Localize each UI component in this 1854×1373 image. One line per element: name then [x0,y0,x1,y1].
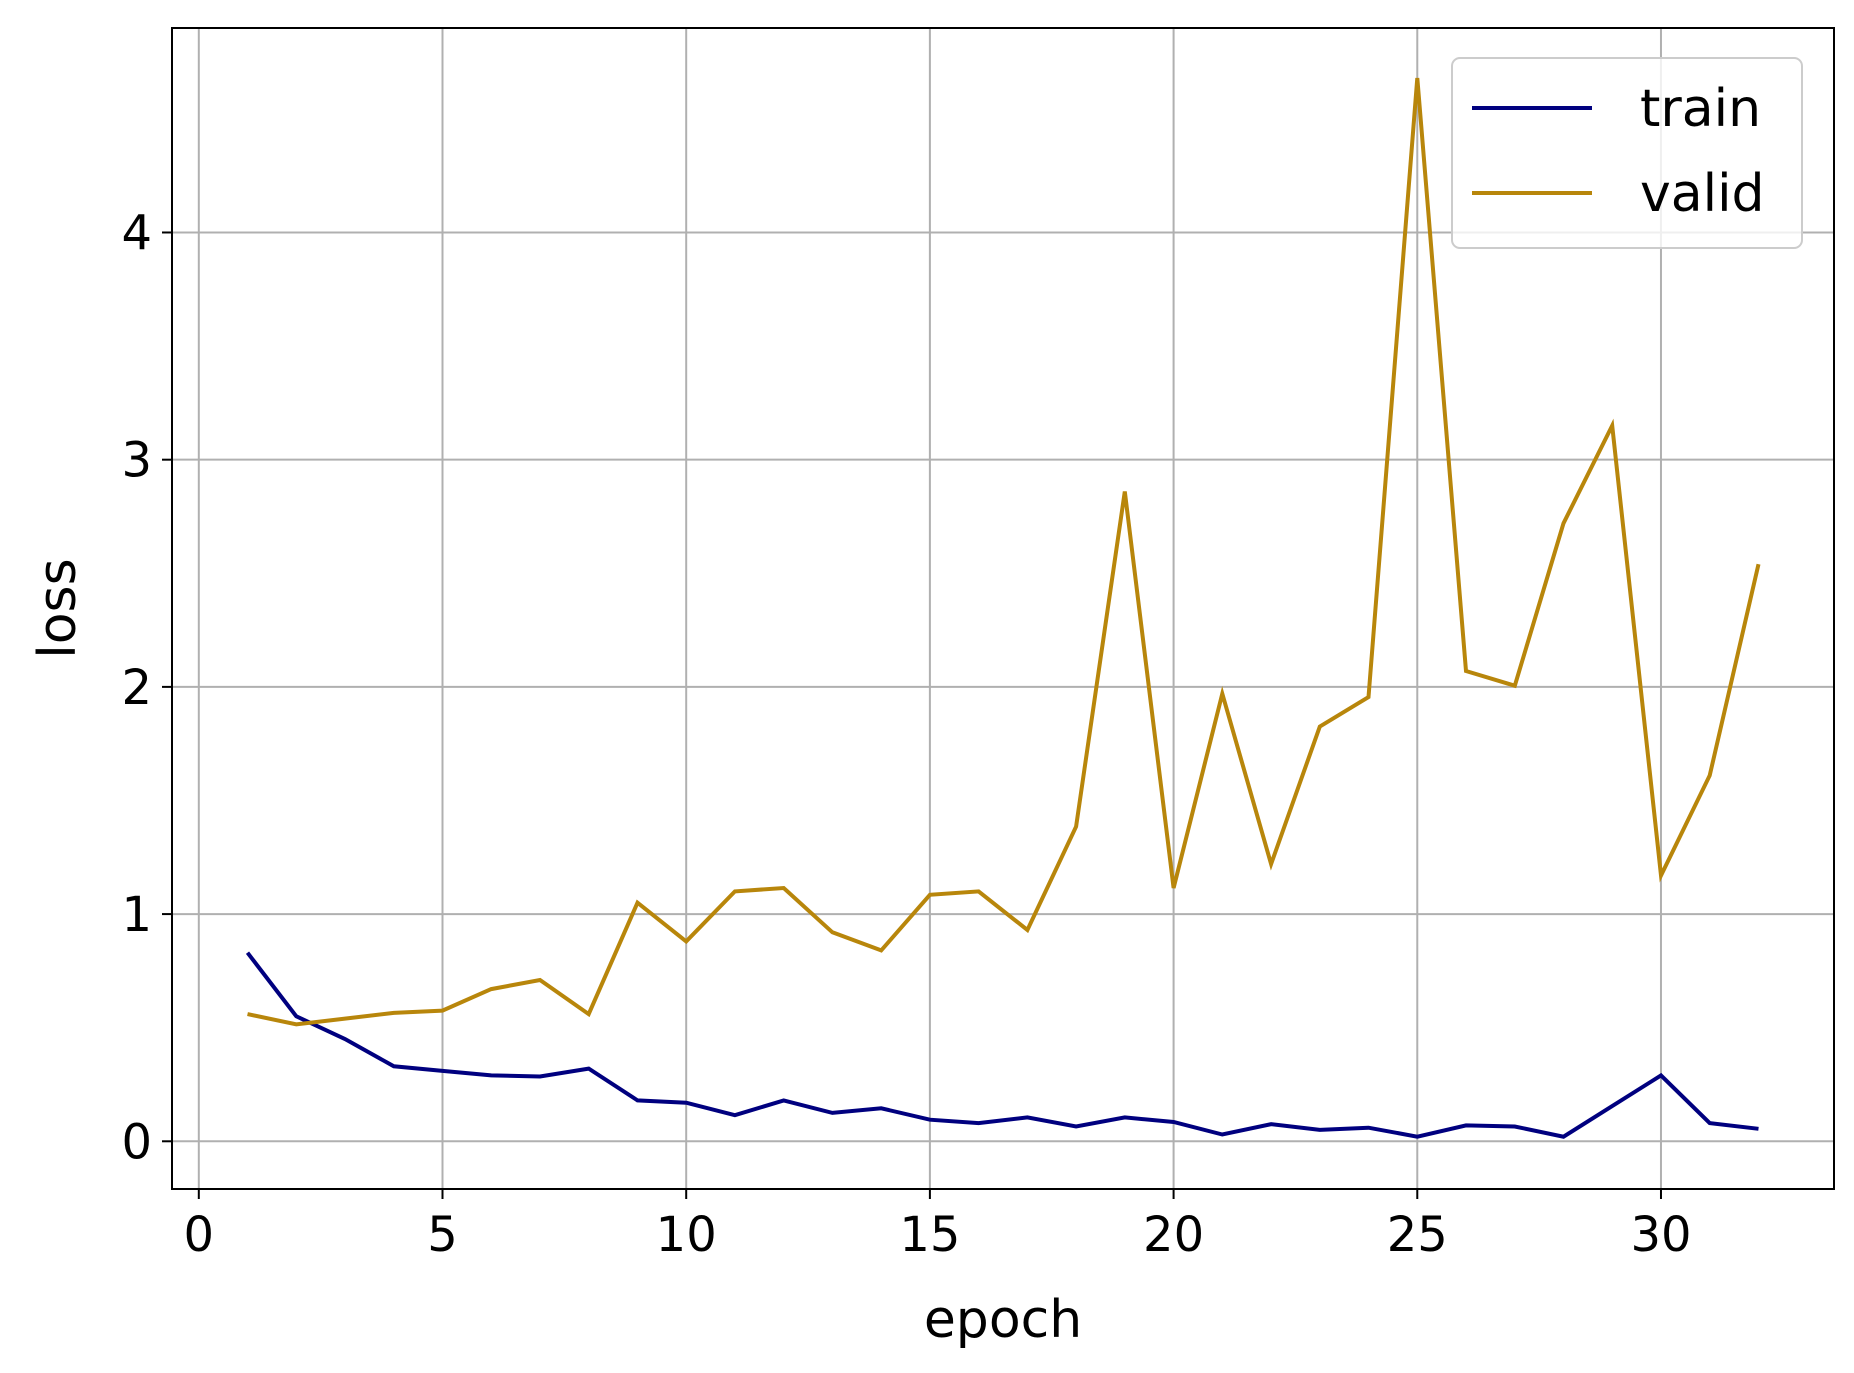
legend-box [1451,57,1803,249]
x-tick-label: 25 [1387,1207,1448,1263]
series-lines [245,77,1761,1139]
legend-label-train: train [1640,79,1761,139]
legend-label-valid: valid [1640,164,1765,224]
y-tick-label: 4 [121,205,152,261]
x-tick-label: 10 [656,1207,717,1263]
legend: train valid [1451,57,1803,249]
series-line-valid [247,77,1761,1027]
y-tick-label: 0 [121,1114,152,1170]
y-axis-label: loss [28,558,88,658]
x-axis-label: epoch [924,1290,1082,1350]
x-tick-label: 5 [427,1207,458,1263]
grid-lines [172,28,1834,1189]
x-tick-label: 30 [1630,1207,1691,1263]
series-line-train [245,951,1759,1139]
x-tick-label: 0 [184,1207,215,1263]
y-tick-label: 2 [121,660,152,716]
x-tick-label: 15 [899,1207,960,1263]
plot-frame [171,27,1835,1190]
y-tick-label: 1 [121,887,152,943]
x-tick-label: 20 [1143,1207,1204,1263]
y-tick-label: 3 [121,433,152,489]
axis-ticks: 0 5 10 15 20 25 30 0 1 2 3 4 [121,205,1691,1263]
